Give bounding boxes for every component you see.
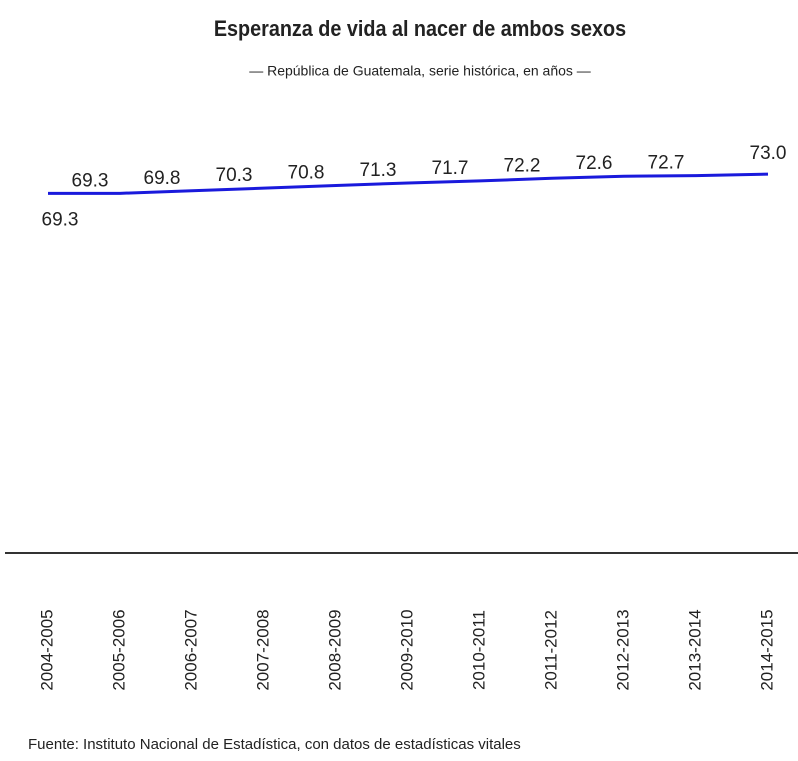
x-tick-label: 2013-2014 [685, 609, 704, 690]
value-label: 69.3 [42, 209, 79, 230]
value-label: 71.3 [360, 160, 397, 181]
x-tick-label: 2010-2011 [469, 610, 488, 690]
source: Fuente: Instituto Nacional de Estadístic… [28, 736, 521, 753]
x-tick-label: 2014-2015 [757, 609, 776, 690]
value-label: 73.0 [750, 143, 787, 164]
x-tick-label: 2008-2009 [325, 609, 344, 690]
value-label: 72.7 [648, 153, 685, 174]
x-tick-label: 2007-2008 [253, 609, 272, 690]
line [48, 172, 769, 195]
chart-subtitle: — República de Guatemala, serie históric… [249, 63, 591, 79]
chart-title: Esperanza de vida al nacer de ambos sexo… [214, 17, 626, 41]
value-label: 70.3 [216, 165, 253, 186]
value-label: 71.7 [432, 158, 469, 179]
x-tick-label: 2004-2005 [37, 609, 56, 690]
x-tick-label: 2006-2007 [181, 609, 200, 690]
x-tick-label: 2012-2013 [613, 609, 632, 690]
value-label: 72.2 [504, 155, 541, 176]
x-tick-label: 2011-2012 [541, 610, 560, 690]
value-label: 69.3 [72, 170, 109, 191]
value-label: 70.8 [288, 163, 325, 184]
x-tick-label: 2005-2006 [109, 609, 128, 690]
value-label: 72.6 [576, 153, 613, 174]
x-tick-label: 2009-2010 [397, 609, 416, 690]
value-label: 69.8 [144, 168, 181, 189]
